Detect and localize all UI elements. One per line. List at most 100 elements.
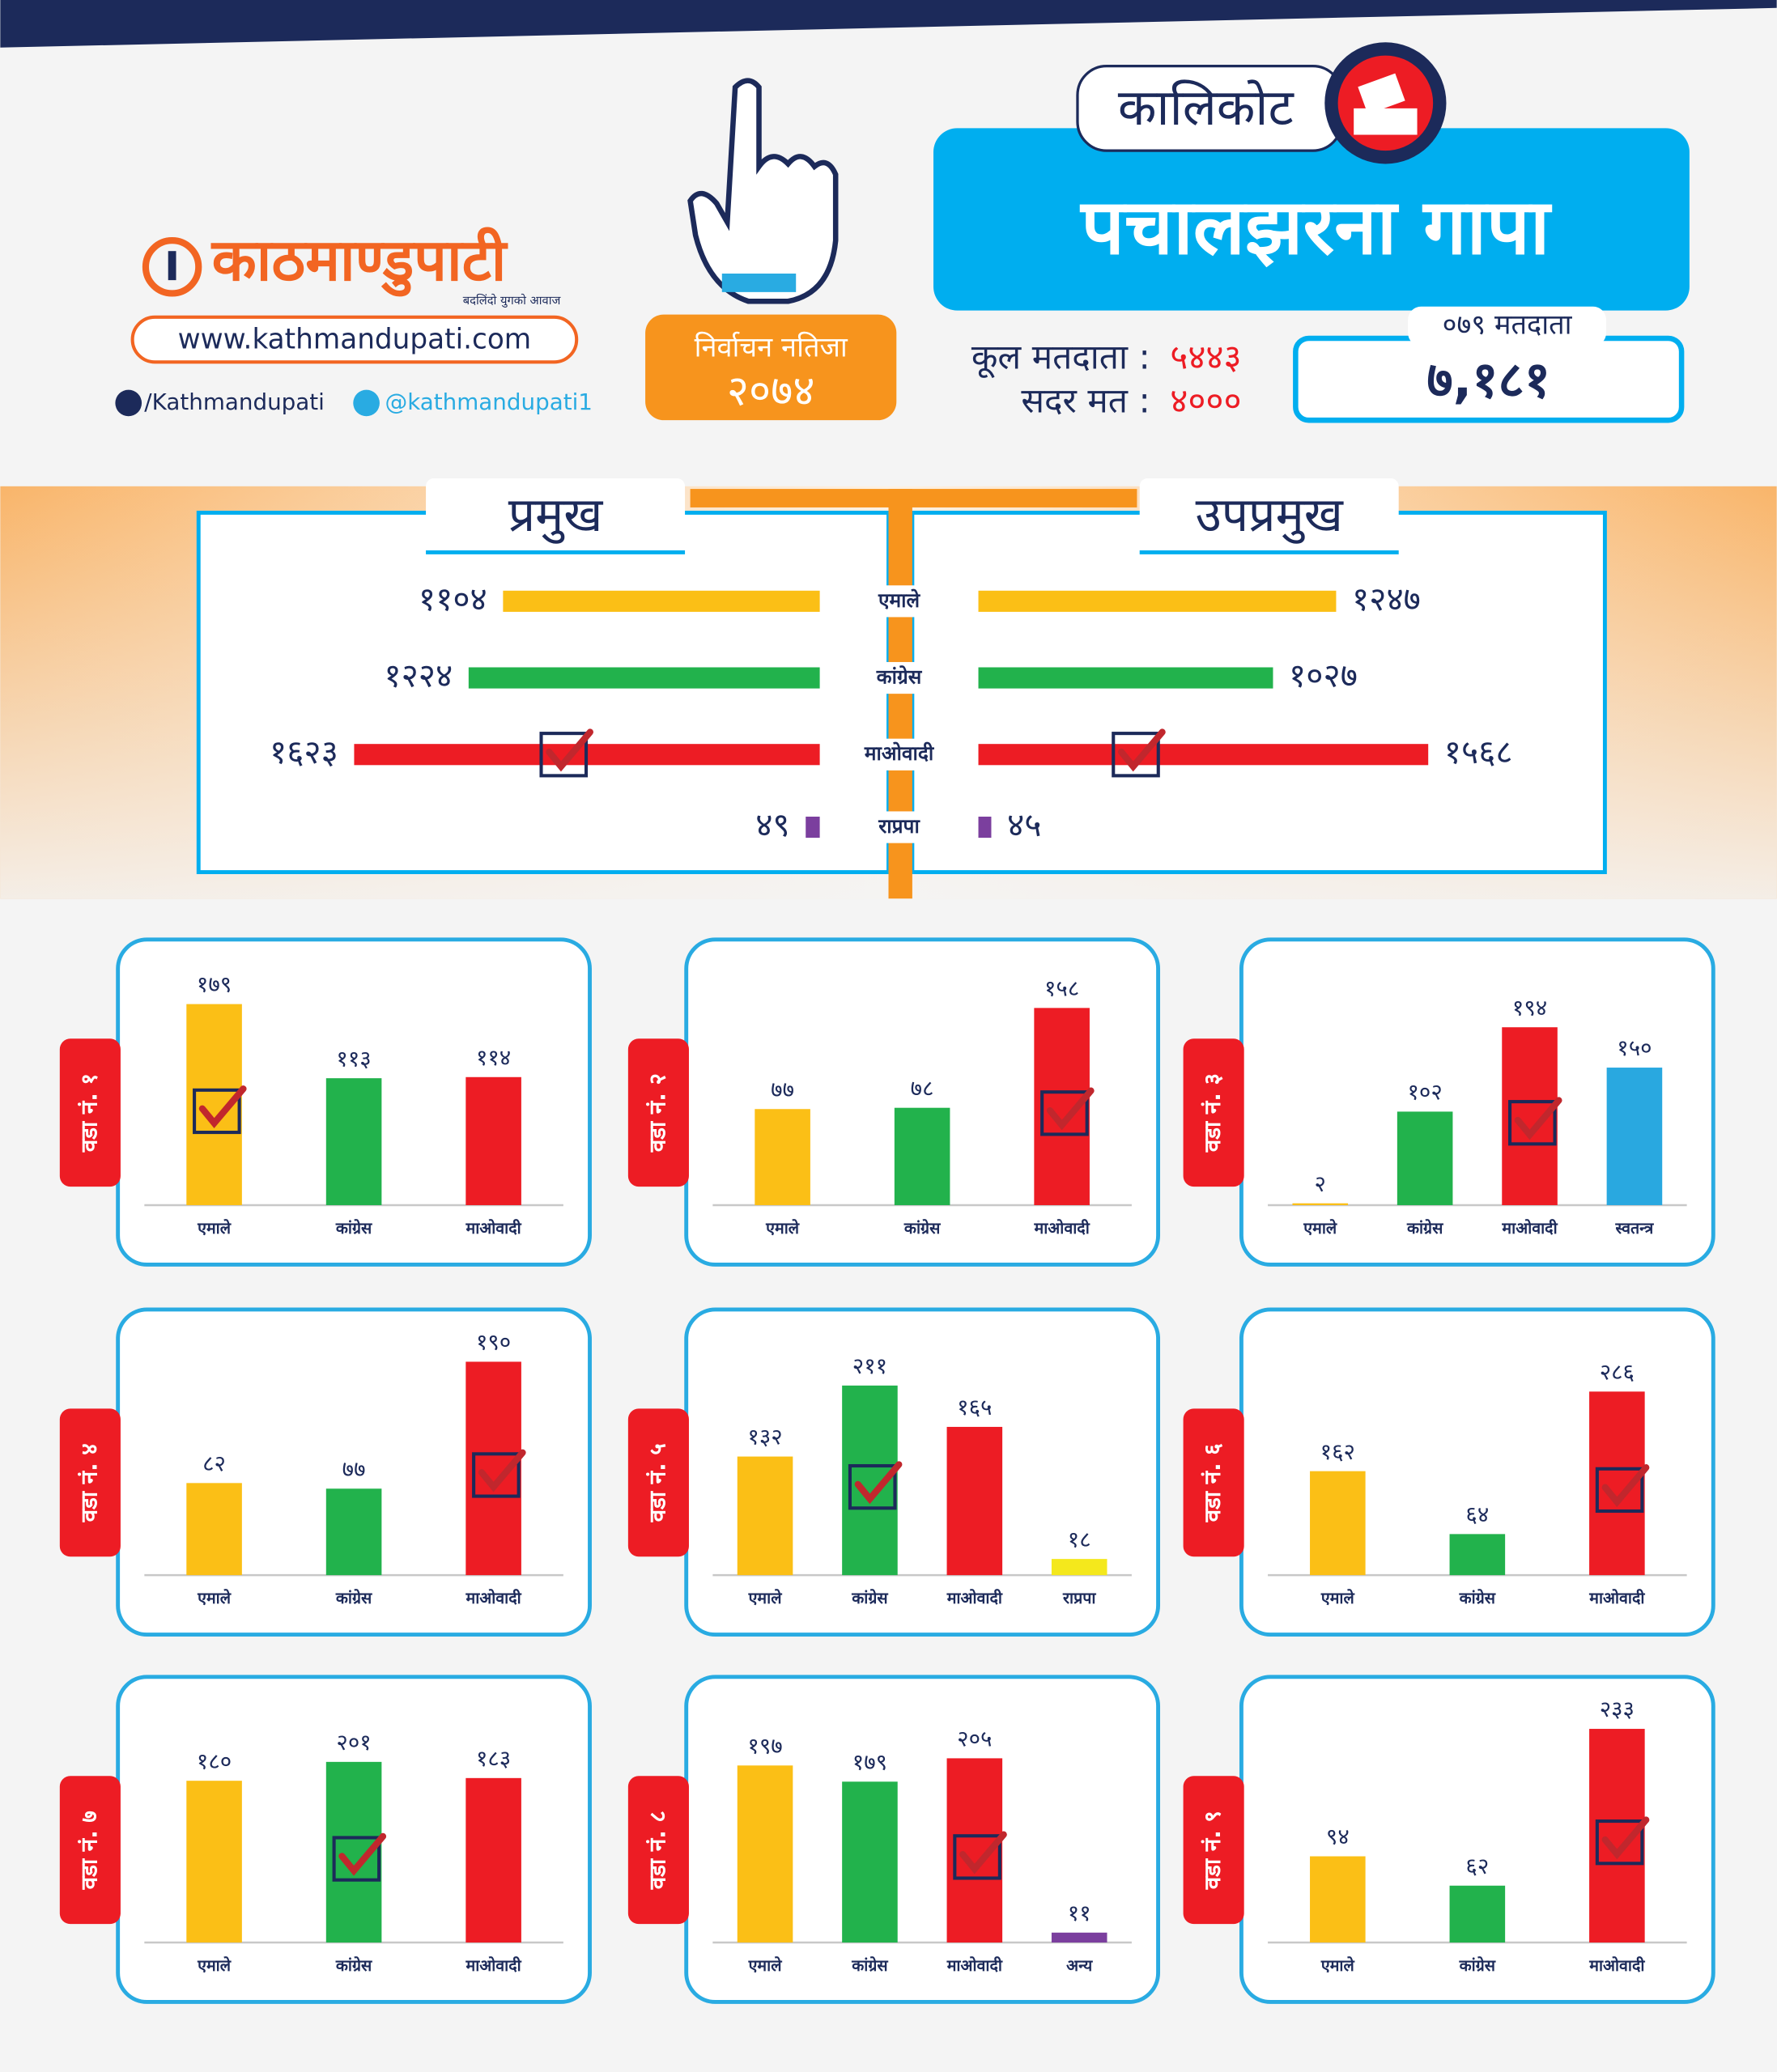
- value-label: १९७: [747, 1732, 782, 1759]
- twitter: @kathmandupati1: [385, 388, 592, 415]
- value-label: ४५: [1007, 805, 1041, 844]
- winner-check-box: [1040, 1090, 1089, 1136]
- ward-tab: [59, 1776, 121, 1925]
- ward-title: वडा नं. ८: [644, 1811, 670, 1890]
- total-voters: ५४४३: [1170, 338, 1241, 378]
- category-label: कांग्रेस: [876, 665, 923, 689]
- category-label: माओवादी: [465, 1589, 521, 1607]
- value-label: २३३: [1600, 1696, 1635, 1722]
- category-label: माओवादी: [1588, 1589, 1645, 1607]
- valid-votes-label: सदर मत :: [1021, 381, 1150, 421]
- bar: [186, 1483, 242, 1576]
- category-tag: [846, 738, 952, 771]
- mayor-panel: [196, 511, 891, 874]
- category-label: कांग्रेस: [1459, 1589, 1496, 1607]
- category-label: कांग्रेस: [851, 1956, 888, 1975]
- value-label: १८०: [197, 1747, 232, 1774]
- bar: [978, 667, 1273, 689]
- bar: [1310, 1856, 1366, 1942]
- result-badge: [645, 314, 897, 421]
- facebook: /Kathmandupati: [144, 388, 325, 415]
- valid-votes: ४०००: [1170, 381, 1241, 421]
- bar: [1606, 1068, 1663, 1205]
- bar: [806, 816, 820, 839]
- bar: [466, 1076, 521, 1205]
- ward-title: वडा नं. ५: [644, 1443, 670, 1522]
- bar: [1051, 1559, 1107, 1576]
- category-label: स्वतन्त्र: [1615, 1219, 1655, 1238]
- category-label: एमाले: [1320, 1956, 1355, 1975]
- bar: [978, 816, 992, 839]
- winner-check: [1601, 1464, 1650, 1507]
- badge-title: निर्वाचन नतिजा: [695, 332, 848, 364]
- bar: [894, 1107, 950, 1205]
- connector: [690, 489, 1137, 507]
- bar: [1449, 1534, 1506, 1576]
- ballot-icon: [1354, 108, 1418, 135]
- winner-check-box: [953, 1834, 1001, 1880]
- value-label: ११: [1068, 1900, 1091, 1926]
- deputy-panel: [910, 511, 1607, 874]
- value-label: ११३: [336, 1045, 371, 1072]
- value-label: १५०: [1617, 1034, 1652, 1061]
- section-tab: [426, 478, 686, 550]
- website: www.kathmandupati.com: [178, 324, 532, 356]
- bar: [1397, 1111, 1453, 1205]
- facebook-icon: [115, 389, 142, 417]
- ward-title: वडा नं. ६: [1199, 1443, 1226, 1522]
- voters-079: ७,१८१: [1426, 350, 1550, 410]
- ward-title: वडा नं. ३: [1199, 1073, 1226, 1153]
- winner-check: [478, 1449, 526, 1492]
- bar: [325, 1078, 382, 1205]
- ward-title: वडा नं. २: [644, 1073, 670, 1153]
- category-label: माओवादी: [946, 1589, 1003, 1607]
- bar: [737, 1765, 793, 1942]
- value-label: १५८: [1044, 974, 1079, 1001]
- winner-check: [959, 1831, 1007, 1875]
- category-label: कांग्रेस: [1406, 1219, 1443, 1238]
- bar: [978, 590, 1337, 612]
- value-label: १६२: [1320, 1438, 1355, 1465]
- winner-check: [1046, 1087, 1095, 1131]
- category-label: कांग्रेस: [903, 1219, 941, 1238]
- value-label: ११४: [476, 1044, 511, 1071]
- value-label: १७९: [852, 1748, 887, 1775]
- bar: [503, 590, 820, 612]
- value-label: २८६: [1600, 1358, 1635, 1385]
- top-stripe: [0, 0, 1777, 48]
- logo: काठमाण्डुपाटी: [210, 226, 508, 297]
- value-label: ८२: [202, 1450, 226, 1476]
- value-label: १५६८: [1444, 732, 1513, 771]
- value-label: २०५: [957, 1726, 992, 1752]
- value-label: १२४७: [1352, 580, 1421, 618]
- winner-check: [338, 1832, 387, 1876]
- winner-check-box: [1595, 1467, 1644, 1514]
- category-tag: [846, 811, 952, 843]
- ward-tab: [1183, 1408, 1244, 1557]
- value-label: १०२७: [1289, 656, 1358, 695]
- winner-check-box: [193, 1088, 241, 1135]
- category-label: एमाले: [748, 1589, 783, 1607]
- bar: [946, 1426, 1003, 1576]
- logo-icon: [168, 251, 176, 281]
- bar: [186, 1781, 242, 1942]
- value-label: १०२: [1408, 1079, 1443, 1106]
- category-label: माओवादी: [1034, 1219, 1090, 1238]
- ward-title: वडा नं. ७: [75, 1811, 102, 1890]
- category-label: माओवादी: [1588, 1956, 1645, 1975]
- value-label: ७७: [342, 1455, 366, 1482]
- value-label: १६२३: [270, 732, 338, 771]
- category-label: माओवादी: [946, 1956, 1003, 1975]
- category-label: कांग्रेस: [335, 1956, 372, 1975]
- bar: [978, 744, 1429, 766]
- winner-check-box: [848, 1463, 897, 1510]
- category-label: एमाले: [748, 1956, 783, 1975]
- bar: [466, 1777, 521, 1942]
- voters-079-tab: [1408, 306, 1607, 346]
- category-label: माओवादी: [1501, 1219, 1558, 1238]
- category-label: एमाले: [197, 1589, 232, 1607]
- value-label: २०१: [336, 1729, 371, 1756]
- value-label: ९४: [1326, 1824, 1350, 1850]
- value-label: ७७: [771, 1076, 794, 1102]
- value-label: १८: [1068, 1526, 1091, 1552]
